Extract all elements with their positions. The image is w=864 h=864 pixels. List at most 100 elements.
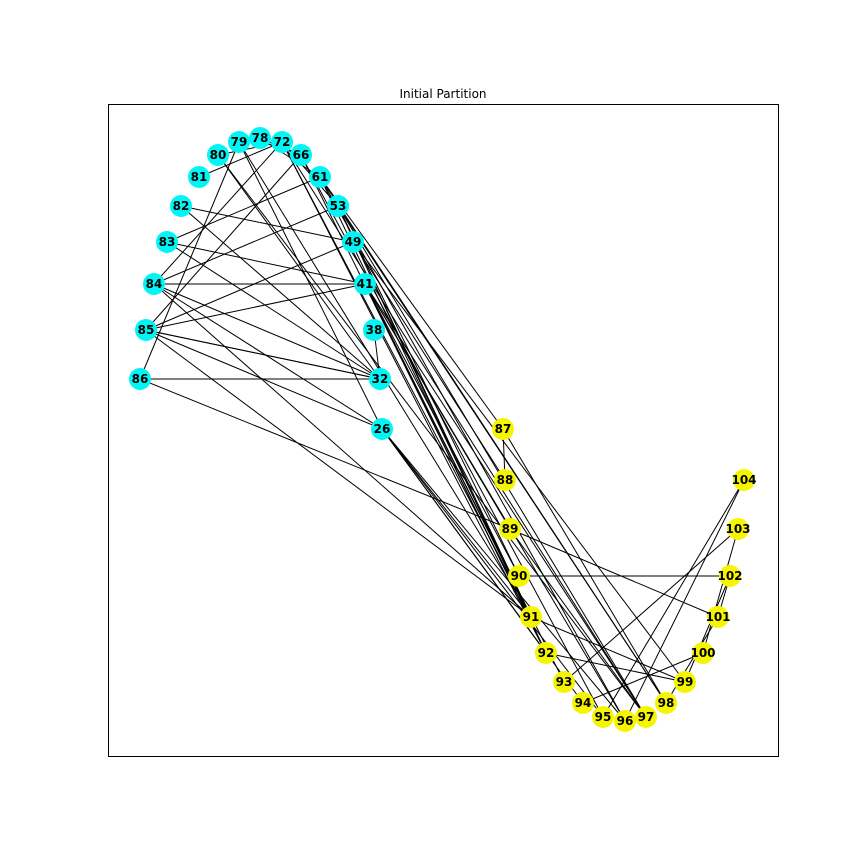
node-circle: [371, 418, 393, 440]
node-98: 98: [655, 692, 677, 714]
node-96: 96: [614, 710, 636, 732]
node-26: 26: [371, 418, 393, 440]
edge-79-86: [139, 141, 240, 380]
node-circle: [369, 368, 391, 390]
edge-99-102: [684, 575, 731, 683]
node-circle: [692, 642, 714, 664]
node-circle: [327, 195, 349, 217]
node-label: 88: [497, 473, 514, 487]
node-circle: [249, 127, 271, 149]
node-97: 97: [635, 706, 657, 728]
node-label: 83: [159, 235, 176, 249]
node-87: 87: [492, 418, 514, 440]
node-circle: [271, 131, 293, 153]
node-label: 97: [638, 710, 655, 724]
node-label: 87: [495, 422, 512, 436]
edge-83-41: [166, 241, 366, 285]
edge-53-84: [153, 205, 339, 285]
node-label: 95: [595, 710, 612, 724]
edge-84-26: [153, 283, 383, 430]
node-95: 95: [592, 706, 614, 728]
node-label: 72: [274, 135, 291, 149]
node-label: 66: [293, 148, 310, 162]
node-label: 61: [312, 170, 329, 184]
node-61: 61: [309, 166, 331, 188]
node-label: 96: [617, 714, 634, 728]
node-circle: [135, 319, 157, 341]
node-label: 84: [146, 277, 163, 291]
edge-84-91: [153, 283, 532, 618]
node-label: 94: [575, 696, 592, 710]
edge-61-83: [166, 176, 321, 243]
node-circle: [655, 692, 677, 714]
edge-85-91: [145, 329, 532, 618]
node-label: 90: [511, 569, 528, 583]
node-80: 80: [207, 144, 229, 166]
node-88: 88: [494, 469, 516, 491]
edge-79-26: [238, 141, 383, 430]
node-circle: [207, 144, 229, 166]
edge-82-32: [180, 205, 381, 380]
node-circle: [719, 565, 741, 587]
node-82: 82: [170, 195, 192, 217]
node-circle: [635, 706, 657, 728]
node-circle: [707, 606, 729, 628]
edge-26-95: [381, 428, 604, 718]
node-circle: [535, 642, 557, 664]
node-66: 66: [290, 144, 312, 166]
edge-41-90: [364, 283, 520, 577]
edge-53-97: [337, 205, 647, 718]
node-81: 81: [188, 166, 210, 188]
node-label: 93: [556, 675, 573, 689]
node-circle: [309, 166, 331, 188]
figure-title: Initial Partition: [399, 87, 486, 101]
node-circle: [290, 144, 312, 166]
edge-93-103: [563, 528, 739, 683]
edge-41-96: [364, 283, 626, 722]
edge-26-92: [381, 428, 547, 654]
node-53: 53: [327, 195, 349, 217]
edge-26-96: [381, 428, 626, 722]
node-circle: [592, 706, 614, 728]
edge-94-100: [582, 652, 704, 704]
node-circle: [363, 319, 385, 341]
node-circle: [170, 195, 192, 217]
edge-95-104: [602, 479, 745, 718]
plot-frame: [108, 104, 779, 757]
edge-53-98: [337, 205, 667, 704]
node-circle: [228, 131, 250, 153]
node-circle: [129, 368, 151, 390]
edge-96-104: [624, 479, 745, 722]
node-circle: [494, 469, 516, 491]
node-circle: [508, 565, 530, 587]
node-label: 79: [231, 135, 248, 149]
edge-72-92: [281, 141, 547, 654]
node-label: 101: [705, 610, 730, 624]
node-102: 102: [717, 565, 743, 587]
edge-86-89: [139, 378, 511, 530]
node-label: 81: [191, 170, 208, 184]
edge-100-103: [702, 528, 739, 654]
node-94: 94: [572, 692, 594, 714]
node-label: 102: [717, 569, 742, 583]
edge-49-85: [145, 241, 354, 331]
edge-41-85: [145, 283, 366, 331]
node-circle: [520, 606, 542, 628]
node-101: 101: [705, 606, 731, 628]
node-83: 83: [156, 231, 178, 253]
node-label: 89: [502, 522, 519, 536]
edge-92-99: [545, 652, 686, 683]
edge-80-32: [217, 154, 381, 380]
edge-81-72: [198, 141, 283, 178]
node-circle: [188, 166, 210, 188]
node-78: 78: [249, 127, 271, 149]
edge-41-97: [364, 283, 647, 718]
edge-72-84: [153, 141, 283, 285]
node-49: 49: [342, 231, 364, 253]
node-label: 32: [372, 372, 389, 386]
node-label: 49: [345, 235, 362, 249]
node-label: 100: [690, 646, 715, 660]
node-label: 38: [366, 323, 383, 337]
node-99: 99: [674, 671, 696, 693]
